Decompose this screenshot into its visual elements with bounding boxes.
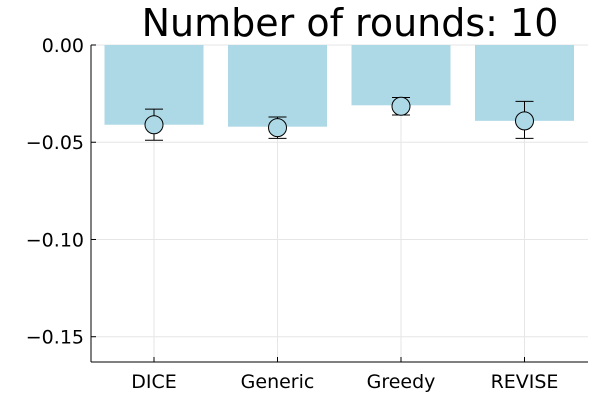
bar-generic bbox=[228, 45, 327, 127]
y-tick-label: 0.00 bbox=[42, 35, 84, 57]
point-marker-generic bbox=[268, 118, 287, 138]
x-tick-label-greedy: Greedy bbox=[367, 371, 436, 393]
label-layer: 0.00 −0.05 −0.10 −0.15 DICE Generic Greedy REVI… bbox=[26, 35, 559, 393]
point-marker-greedy bbox=[391, 96, 411, 116]
y-tick-label: −0.10 bbox=[26, 229, 84, 251]
axis-layer bbox=[90, 44, 588, 363]
bar-layer bbox=[104, 45, 574, 127]
y-tick-label: −0.15 bbox=[26, 327, 84, 349]
point-marker-dice bbox=[144, 115, 164, 135]
point-marker-revise bbox=[515, 111, 534, 131]
x-tick-label-generic: Generic bbox=[241, 371, 315, 393]
chart-title: Number of rounds: 10 bbox=[142, 1, 559, 45]
y-tick-label: −0.05 bbox=[26, 132, 84, 154]
x-tick-label-dice: DICE bbox=[131, 371, 177, 393]
marker-layer bbox=[144, 96, 534, 138]
x-tick-label-revise: REVISE bbox=[491, 371, 559, 393]
bar-greedy bbox=[351, 45, 451, 106]
